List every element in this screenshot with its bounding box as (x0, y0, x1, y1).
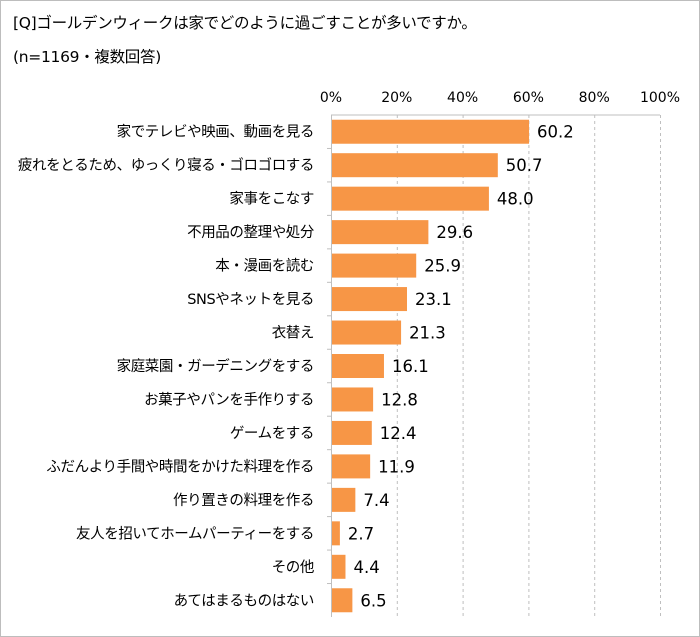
category-label: 家庭菜園・ガーデニングをする (117, 357, 314, 375)
bar (332, 454, 371, 479)
bar (332, 588, 353, 613)
data-label: 50.7 (506, 156, 543, 175)
data-label: 2.7 (348, 524, 374, 543)
category-label: 家事をこなす (229, 191, 314, 208)
category-label: 家でテレビや映画、動画を見る (117, 124, 314, 141)
category-label: 本・漫画を読む (215, 258, 314, 275)
x-tick-label: 100% (640, 90, 680, 106)
bar (332, 420, 372, 445)
category-label: 不用品の整理や処分 (187, 224, 314, 241)
bar (332, 521, 340, 546)
data-label: 48.0 (497, 190, 534, 209)
data-label: 6.5 (360, 591, 386, 610)
data-label: 11.9 (378, 457, 415, 476)
bar (332, 153, 498, 178)
bar (332, 354, 384, 378)
data-label: 12.8 (381, 390, 418, 409)
bar (332, 320, 402, 345)
x-tick-label: 0% (320, 90, 342, 106)
bar (332, 186, 489, 211)
data-label: 4.4 (353, 558, 379, 577)
category-label: ふだんより手間や時間をかけた料理を作る (46, 458, 314, 475)
bar (332, 220, 429, 245)
x-tick-label: 60% (513, 90, 544, 106)
category-label: 作り置きの料理を作る (173, 492, 314, 509)
data-label: 23.1 (415, 290, 452, 309)
data-label: 16.1 (392, 357, 429, 376)
bar (332, 119, 530, 144)
category-label: その他 (272, 559, 314, 576)
x-tick-label: 20% (381, 90, 412, 106)
data-label: 7.4 (363, 491, 389, 510)
data-label: 12.4 (380, 424, 417, 443)
x-tick-label: 40% (447, 90, 478, 106)
bar (332, 253, 417, 278)
x-tick-label: 80% (579, 90, 610, 106)
data-label: 60.2 (537, 123, 574, 142)
data-label: 29.6 (436, 223, 473, 242)
bar (332, 487, 356, 512)
category-label: お菓子やパンを手作りする (144, 391, 314, 408)
chart-subtitle: (n=1169・複数回答) (13, 48, 161, 66)
chart-title: [Q]ゴールデンウィークは家でどのように過ごすことが多いですか。 (13, 14, 477, 32)
category-label: 衣替え (272, 325, 314, 342)
bar (332, 287, 407, 312)
data-label: 25.9 (424, 257, 461, 276)
data-label: 21.3 (409, 324, 446, 343)
bar (332, 554, 346, 579)
category-label: 疲れをとるため、ゆっくり寝る・ゴロゴロする (18, 156, 314, 174)
category-label: ゲームをする (230, 425, 314, 442)
category-label: SNSやネットを見る (187, 291, 314, 308)
bar (332, 387, 374, 412)
category-label: 友人を招いてホームパーティーをする (76, 525, 314, 542)
category-label: あてはまるものはない (174, 592, 314, 609)
